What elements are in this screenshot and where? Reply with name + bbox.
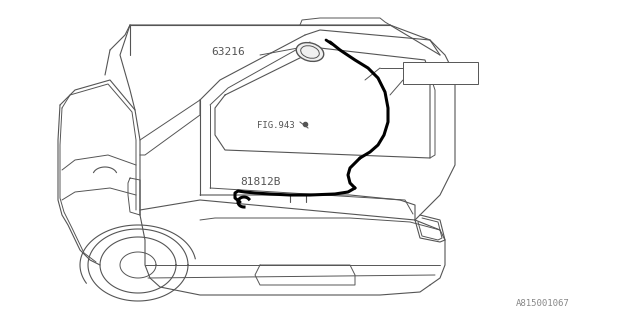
Text: 63216: 63216 xyxy=(211,47,245,57)
Ellipse shape xyxy=(296,43,324,61)
Text: 81812B: 81812B xyxy=(240,177,280,187)
Bar xyxy=(403,62,478,84)
Text: 81812A: 81812A xyxy=(405,66,445,76)
Text: FIG.943: FIG.943 xyxy=(257,121,295,130)
Text: A815001067: A815001067 xyxy=(516,299,570,308)
